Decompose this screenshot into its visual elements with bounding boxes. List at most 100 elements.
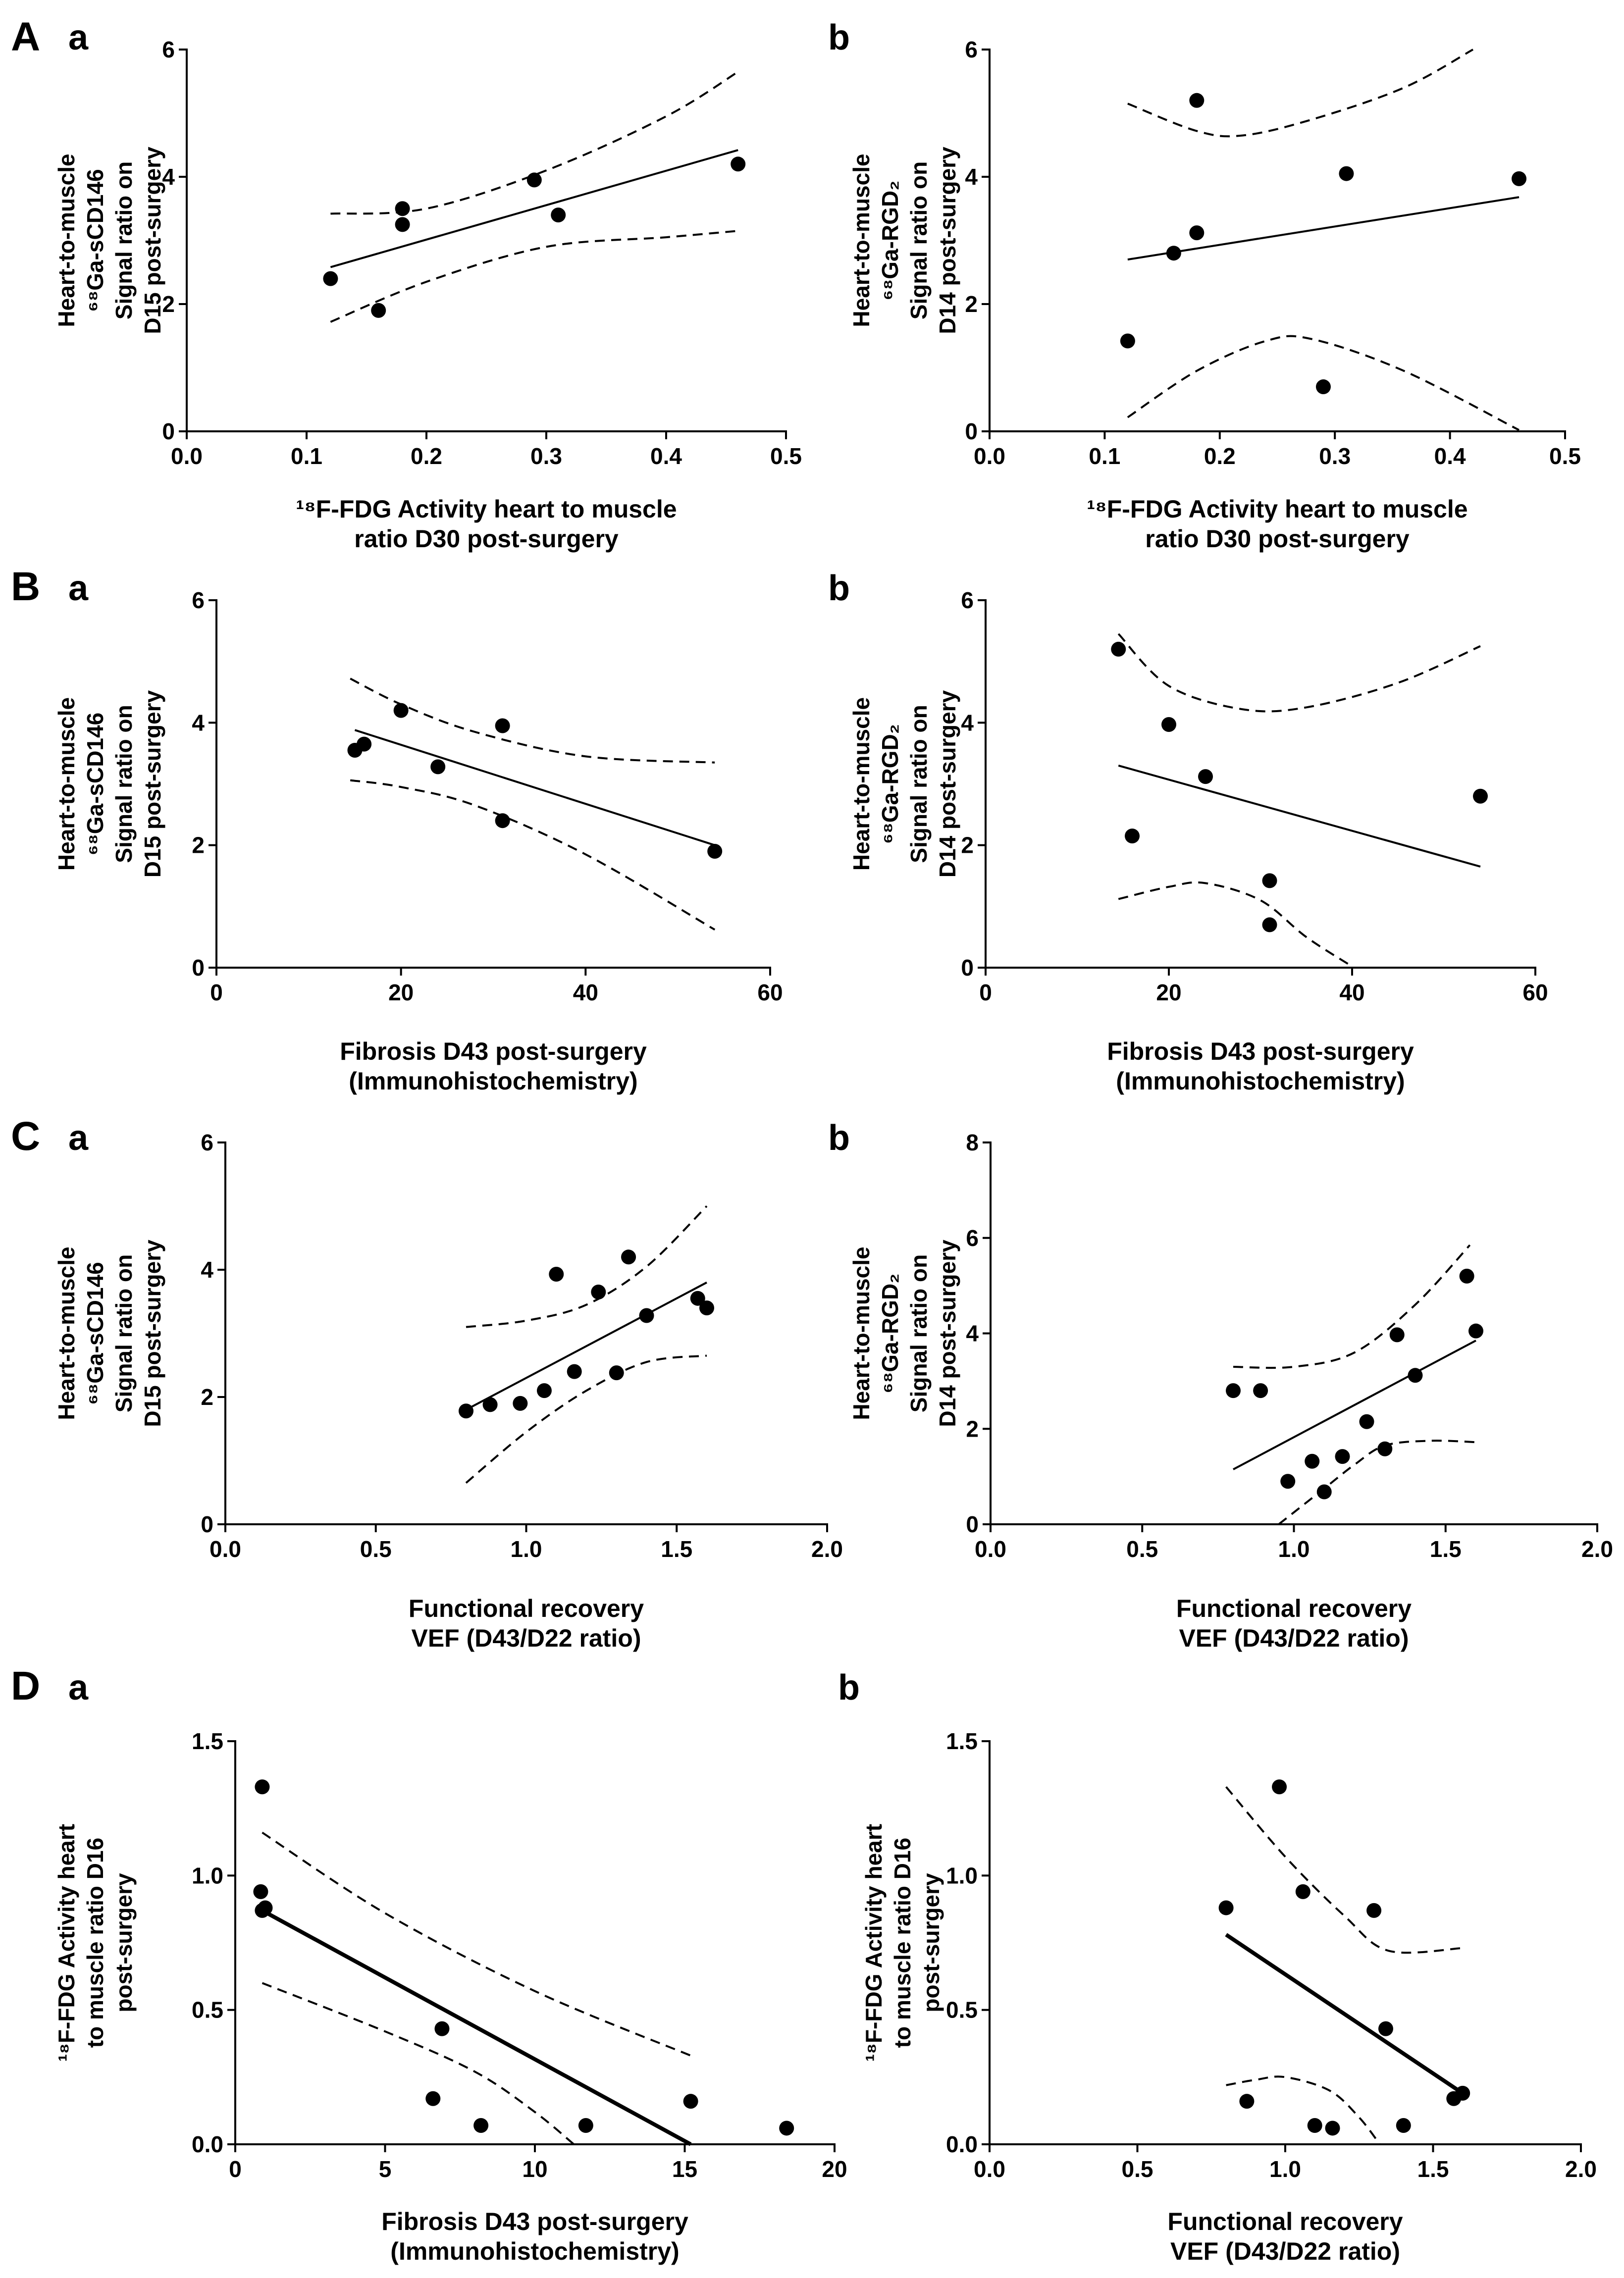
y-tick-label: 1.0 (946, 1863, 978, 1888)
x-axis-label: (Immunohistochemistry) (1116, 1067, 1405, 1095)
data-point (371, 303, 386, 318)
data-point (1315, 379, 1331, 395)
data-point (473, 2118, 489, 2133)
regression-line (1118, 764, 1481, 868)
y-axis-label: D14 post-surgery (935, 1240, 960, 1427)
regression-line (261, 1909, 692, 2146)
data-point (495, 813, 510, 828)
y-tick-label: 2 (961, 832, 974, 858)
y-axis-label: Heart-to-muscle (53, 697, 79, 871)
x-tick-label: 0.4 (1434, 443, 1466, 469)
data-point (1512, 171, 1527, 186)
x-tick-label: 2.0 (1565, 2156, 1597, 2182)
y-axis-label: ⁶⁸Ga-sCD146 (82, 1262, 108, 1404)
x-tick-label: 1.0 (511, 1536, 542, 1562)
y-tick-label: 2 (965, 291, 978, 317)
y-axis-label: Signal ratio on (111, 161, 137, 319)
data-point (495, 718, 510, 733)
y-axis-label: Heart-to-muscle (848, 697, 874, 871)
data-point (551, 207, 566, 223)
chart-cb: 0.0 0.5 1.0 1.5 2.0 0 2 4 6 8 Functional recoveryV… (848, 1130, 1613, 1652)
x-tick-label: 0 (979, 980, 992, 1005)
y-tick-label: 6 (966, 1225, 979, 1251)
data-point (639, 1308, 654, 1323)
y-tick-label: 0.5 (192, 1997, 223, 2023)
data-point (731, 156, 746, 172)
y-tick-label: 1.5 (192, 1728, 223, 1754)
data-point (1125, 828, 1140, 844)
y-tick-label: 0 (192, 955, 205, 981)
x-tick-label: 1.0 (1278, 1536, 1310, 1562)
data-point (393, 703, 409, 718)
x-tick-label: 0 (229, 2156, 242, 2182)
sub-label-cb: b (828, 1118, 850, 1158)
y-axis-label: Signal ratio on (906, 1254, 932, 1412)
data-point (1366, 1903, 1382, 1918)
data-point (1473, 788, 1488, 804)
y-axis-label: ⁶⁸Ga-RGD₂ (877, 724, 903, 844)
x-axis-label: ¹⁸F-FDG Activity heart to muscle (296, 495, 677, 523)
x-tick-label: 1.5 (1430, 1536, 1462, 1562)
data-point (690, 1291, 705, 1306)
x-tick-label: 40 (573, 980, 598, 1005)
y-tick-label: 0 (965, 418, 978, 444)
y-axis-label: ⁶⁸Ga-RGD₂ (877, 180, 903, 300)
data-point (1166, 246, 1181, 261)
sub-label-db: b (838, 1668, 860, 1708)
x-tick-label: 0.0 (171, 443, 203, 469)
x-axis-label: ¹⁸F-FDG Activity heart to muscle (1087, 495, 1467, 523)
y-axis-label: post-surgery (111, 1873, 137, 2013)
y-tick-label: 8 (966, 1130, 979, 1155)
y-axis-label: Heart-to-muscle (848, 1246, 874, 1420)
data-point (1239, 2094, 1255, 2109)
y-axis-label: Heart-to-muscle (848, 154, 874, 327)
y-axis-label: ⁶⁸Ga-sCD146 (82, 169, 108, 311)
y-tick-label: 6 (192, 587, 205, 613)
x-tick-label: 20 (1156, 980, 1181, 1005)
x-tick-label: 0.0 (210, 1536, 241, 1562)
data-point (1455, 2085, 1470, 2101)
y-tick-label: 6 (965, 37, 978, 62)
data-point (1198, 769, 1213, 784)
x-tick-label: 0.2 (411, 443, 442, 469)
y-tick-label: 4 (162, 164, 175, 190)
data-point (1111, 641, 1126, 657)
x-tick-label: 40 (1339, 980, 1364, 1005)
ci-upper-band (1233, 1244, 1471, 1369)
y-tick-label: 6 (961, 587, 974, 613)
data-point (1339, 166, 1354, 181)
x-tick-label: 1.5 (1417, 2156, 1449, 2182)
x-tick-label: 1.5 (661, 1536, 692, 1562)
x-tick-label: 1.0 (1269, 2156, 1301, 2182)
x-axis-label: ratio D30 post-surgery (354, 525, 619, 553)
ci-upper-band (330, 71, 739, 215)
data-point (459, 1403, 473, 1419)
y-axis-label: Signal ratio on (111, 705, 137, 863)
y-tick-label: 4 (965, 164, 978, 190)
data-point (482, 1397, 498, 1412)
y-axis-label: D15 post-surgery (140, 147, 165, 334)
data-point (578, 2118, 593, 2133)
x-tick-label: 15 (672, 2156, 697, 2182)
y-tick-label: 0.0 (946, 2131, 978, 2157)
sub-label-da: a (68, 1668, 89, 1708)
x-axis-label: VEF (D43/D22 ratio) (411, 1624, 641, 1652)
data-point (1377, 1441, 1393, 1456)
data-point (255, 1779, 270, 1795)
data-point (430, 759, 446, 775)
data-point (434, 2021, 450, 2036)
panel-labels: A a b B a b C a b D a b (11, 14, 860, 1708)
x-axis-label: Functional recovery (1167, 2208, 1403, 2235)
x-tick-label: 5 (379, 2156, 392, 2182)
y-tick-label: 0 (961, 955, 974, 981)
y-tick-label: 0 (201, 1511, 213, 1537)
x-axis-label: Functional recovery (409, 1595, 644, 1622)
row-label-d: D (11, 1663, 40, 1708)
y-axis-label: D15 post-surgery (140, 1240, 165, 1427)
data-point (1262, 873, 1277, 888)
ci-upper-band (1117, 633, 1481, 713)
x-tick-label: 60 (757, 980, 783, 1005)
y-tick-label: 0.5 (946, 1997, 978, 2023)
ci-upper-band (466, 1205, 708, 1328)
